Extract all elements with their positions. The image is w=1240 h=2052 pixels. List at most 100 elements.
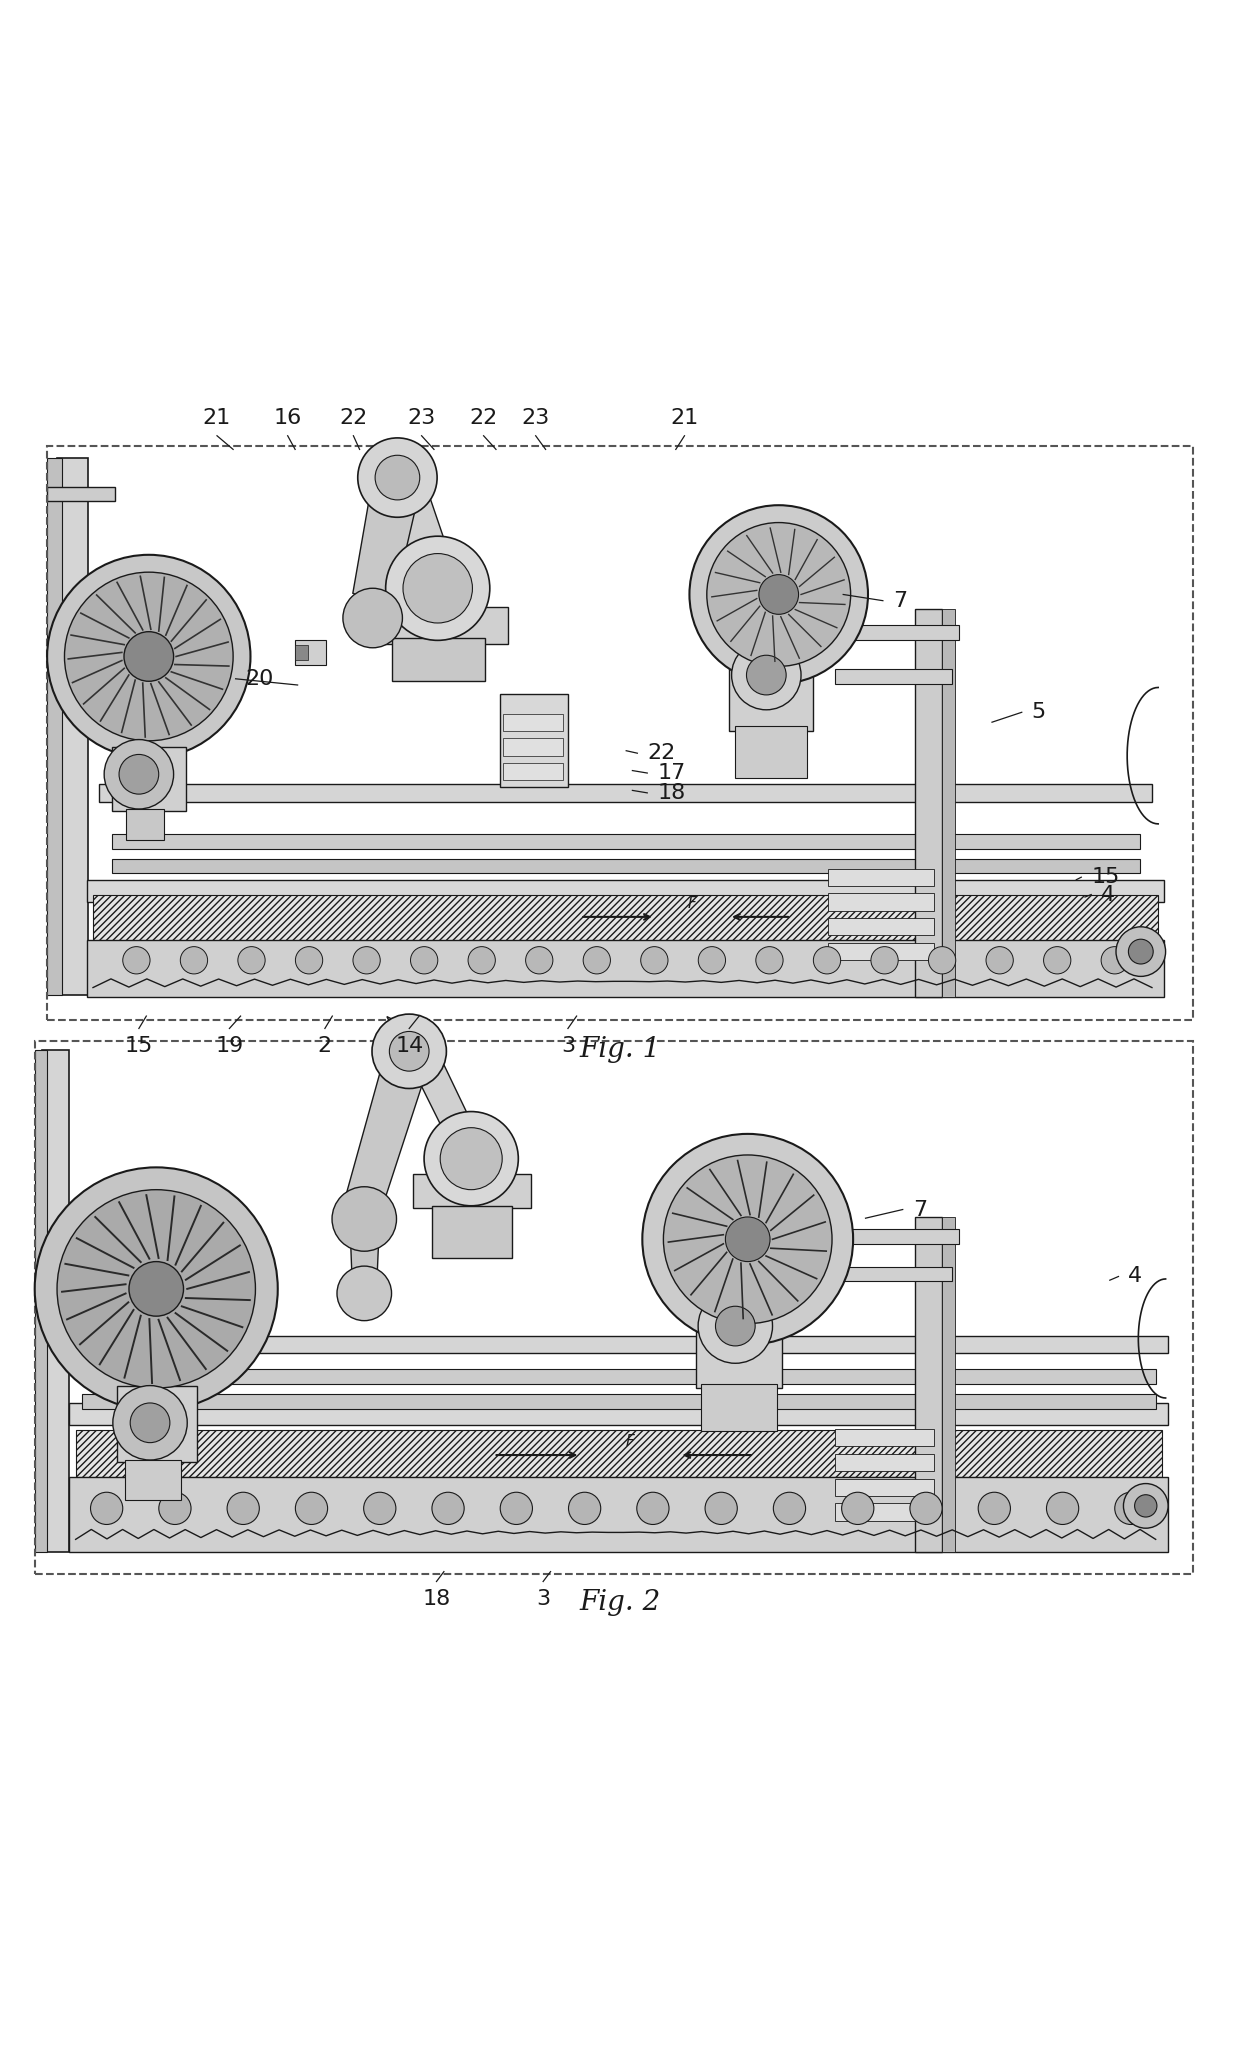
Polygon shape [347, 1038, 429, 1209]
Bar [942, 1217, 955, 1551]
Text: 4: 4 [1101, 884, 1115, 905]
Circle shape [698, 946, 725, 975]
Circle shape [1115, 1492, 1147, 1525]
Circle shape [1123, 1484, 1168, 1529]
Text: 15: 15 [125, 1036, 153, 1057]
Circle shape [732, 640, 801, 710]
Bar [503, 763, 563, 780]
Circle shape [129, 1262, 184, 1315]
Bar [915, 1217, 942, 1551]
Text: 15: 15 [1091, 868, 1120, 886]
Bar [735, 726, 807, 778]
Circle shape [568, 1492, 600, 1525]
Circle shape [440, 1129, 502, 1190]
Circle shape [113, 1385, 187, 1461]
Bar [500, 694, 568, 786]
Circle shape [526, 946, 553, 975]
Bar [57, 458, 88, 995]
Circle shape [1135, 1494, 1157, 1516]
Circle shape [774, 1492, 806, 1525]
Text: 22: 22 [470, 408, 497, 429]
Circle shape [238, 946, 265, 975]
Text: 4: 4 [1128, 1266, 1142, 1287]
Circle shape [389, 1032, 429, 1071]
Bar [42, 1049, 69, 1551]
Circle shape [130, 1404, 170, 1443]
Circle shape [376, 456, 420, 501]
Bar [942, 609, 955, 997]
Bar [35, 1049, 47, 1551]
Bar [915, 609, 942, 997]
Circle shape [358, 437, 438, 517]
Text: 22: 22 [647, 743, 676, 763]
Text: 21: 21 [671, 408, 698, 429]
Circle shape [295, 1492, 327, 1525]
Text: 3: 3 [560, 1036, 575, 1057]
Circle shape [1116, 928, 1166, 977]
Bar [87, 940, 1164, 997]
Circle shape [159, 1492, 191, 1525]
Text: 16: 16 [274, 408, 301, 429]
Bar [729, 663, 813, 731]
Circle shape [813, 946, 841, 975]
Circle shape [978, 1492, 1011, 1525]
Text: 7: 7 [893, 591, 906, 611]
Bar [413, 1174, 531, 1209]
Bar [828, 944, 934, 960]
Circle shape [707, 523, 851, 667]
Bar [82, 1369, 1156, 1385]
Bar [841, 1266, 952, 1280]
Circle shape [910, 1492, 942, 1525]
Text: 5: 5 [1032, 702, 1045, 722]
Bar [822, 1229, 959, 1244]
Bar [295, 644, 308, 661]
Circle shape [124, 632, 174, 681]
Bar [503, 714, 563, 731]
Text: 7: 7 [913, 1200, 926, 1219]
Text: Fig. 2: Fig. 2 [579, 1588, 661, 1617]
Bar [828, 917, 934, 936]
Circle shape [637, 1492, 670, 1525]
Bar [93, 895, 1158, 942]
Bar [35, 1040, 1193, 1574]
Circle shape [715, 1307, 755, 1346]
Circle shape [372, 1014, 446, 1088]
Bar [503, 739, 563, 755]
Circle shape [746, 655, 786, 696]
Circle shape [1101, 946, 1128, 975]
Text: 19: 19 [216, 1036, 243, 1057]
Circle shape [500, 1492, 532, 1525]
Bar [99, 784, 1152, 802]
Circle shape [1044, 946, 1071, 975]
Bar [835, 1479, 934, 1496]
Text: 18: 18 [657, 784, 686, 802]
Circle shape [57, 1190, 255, 1387]
Text: F: F [625, 1434, 635, 1449]
Circle shape [663, 1155, 832, 1324]
Polygon shape [376, 447, 465, 601]
Text: Fig. 1: Fig. 1 [579, 1036, 661, 1063]
Text: F: F [687, 895, 697, 911]
Circle shape [642, 1135, 853, 1344]
Circle shape [64, 573, 233, 741]
Bar [47, 445, 1193, 1020]
Bar [828, 893, 934, 911]
Bar [76, 1336, 1168, 1354]
Text: 14: 14 [396, 1036, 423, 1057]
Circle shape [123, 946, 150, 975]
Circle shape [929, 946, 956, 975]
Circle shape [353, 946, 381, 975]
Bar [701, 1385, 777, 1432]
Circle shape [363, 1492, 396, 1525]
Bar [69, 1404, 1168, 1426]
Circle shape [467, 946, 495, 975]
Circle shape [227, 1492, 259, 1525]
Polygon shape [350, 1209, 379, 1287]
Circle shape [91, 1492, 123, 1525]
Bar [696, 1315, 782, 1387]
Circle shape [119, 755, 159, 794]
Text: 20: 20 [246, 669, 274, 689]
Polygon shape [387, 1016, 496, 1174]
Text: 18: 18 [423, 1588, 450, 1609]
Bar [432, 1207, 512, 1258]
